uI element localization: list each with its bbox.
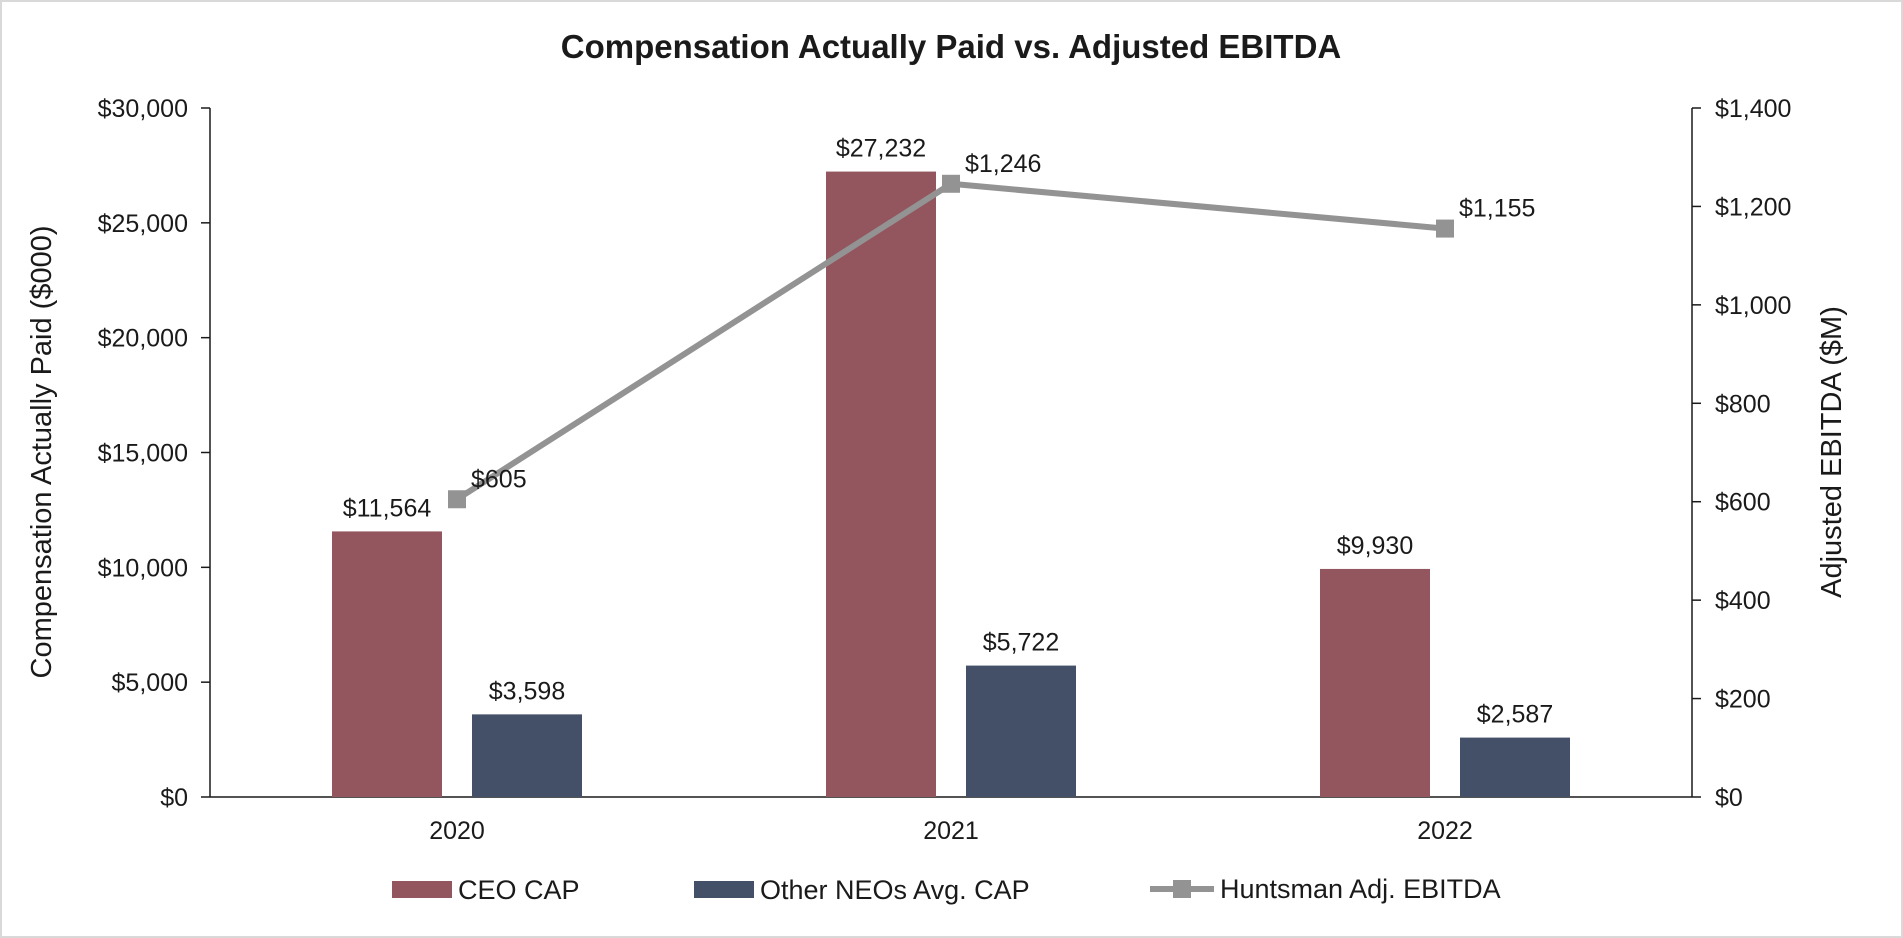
bar-data-label: $27,232 <box>836 135 926 163</box>
y-tick-label: $15,000 <box>98 440 188 468</box>
legend: CEO CAP Other NEOs Avg. CAP Huntsman Adj. … <box>392 874 1501 905</box>
ebitda-marker-2022 <box>1436 219 1454 238</box>
y2-tick-label: $200 <box>1715 686 1771 714</box>
right-axis: $0 $200 $400 $600 $800 $1,000 $1,200 $1,400 <box>1691 95 1791 812</box>
bar-other-neos-avg-cap-2020 <box>472 714 582 797</box>
data-labels: $11,564 $27,232 $9,930 $3,598 $5,722 $2,587 $6… <box>343 135 1553 729</box>
y2-tick-label: $1,200 <box>1715 193 1791 221</box>
legend-label: CEO CAP <box>458 875 580 905</box>
y-tick-label: $10,000 <box>98 554 188 582</box>
line-data-label: $1,246 <box>965 150 1041 178</box>
x-tick-label: 2022 <box>1417 817 1473 845</box>
legend-label: Other NEOs Avg. CAP <box>760 875 1030 905</box>
y2-axis-title: Adjusted EBITDA ($M) <box>1816 306 1848 598</box>
y2-tick-label: $0 <box>1715 784 1743 812</box>
y-tick-label: $5,000 <box>112 669 188 697</box>
bar-ceo-cap-2020 <box>332 531 442 797</box>
bar-other-neos-avg-cap-2021 <box>966 665 1076 797</box>
bar-ceo-cap-2022 <box>1320 568 1430 797</box>
x-axis: 2020 2021 2022 <box>210 796 1692 845</box>
bar-ceo-cap-2021 <box>826 171 936 798</box>
bar-data-label: $3,598 <box>489 677 565 705</box>
ebitda-marker-2020 <box>448 490 466 509</box>
bar-other-neos-avg-cap-2022 <box>1460 737 1570 797</box>
bar-data-label: $5,722 <box>983 629 1059 657</box>
bar-data-label: $11,564 <box>343 494 432 522</box>
legend-label: Huntsman Adj. EBITDA <box>1220 874 1501 904</box>
left-axis: $0 $5,000 $10,000 $15,000 $20,000 $25,000 $30,… <box>98 95 211 812</box>
x-tick-label: 2020 <box>429 817 485 845</box>
y-tick-label: $20,000 <box>98 325 188 353</box>
y2-tick-label: $800 <box>1715 390 1771 418</box>
y2-tick-label: $1,400 <box>1715 95 1791 123</box>
legend-swatch-bar <box>694 881 754 898</box>
x-tick-label: 2021 <box>923 817 979 845</box>
y2-tick-label: $600 <box>1715 489 1771 517</box>
y-axis-title: Compensation Actually Paid ($000) <box>26 226 58 679</box>
line-data-label: $605 <box>471 465 527 493</box>
y-tick-label: $25,000 <box>98 210 188 238</box>
chart-title: Compensation Actually Paid vs. Adjusted … <box>561 28 1342 65</box>
y-tick-label: $0 <box>160 784 188 812</box>
bar-data-label: $9,930 <box>1337 532 1413 560</box>
legend-swatch-bar <box>392 881 452 898</box>
y2-tick-label: $400 <box>1715 587 1771 615</box>
ebitda-marker-2021 <box>942 174 960 193</box>
y-tick-label: $30,000 <box>98 95 188 123</box>
line-series <box>448 174 1454 509</box>
bar-series <box>332 171 1570 798</box>
bar-data-label: $2,587 <box>1477 701 1553 729</box>
line-data-label: $1,155 <box>1459 195 1535 223</box>
ebitda-line <box>455 180 1446 502</box>
y2-tick-label: $1,000 <box>1715 292 1791 320</box>
legend-swatch-marker <box>1173 880 1191 898</box>
